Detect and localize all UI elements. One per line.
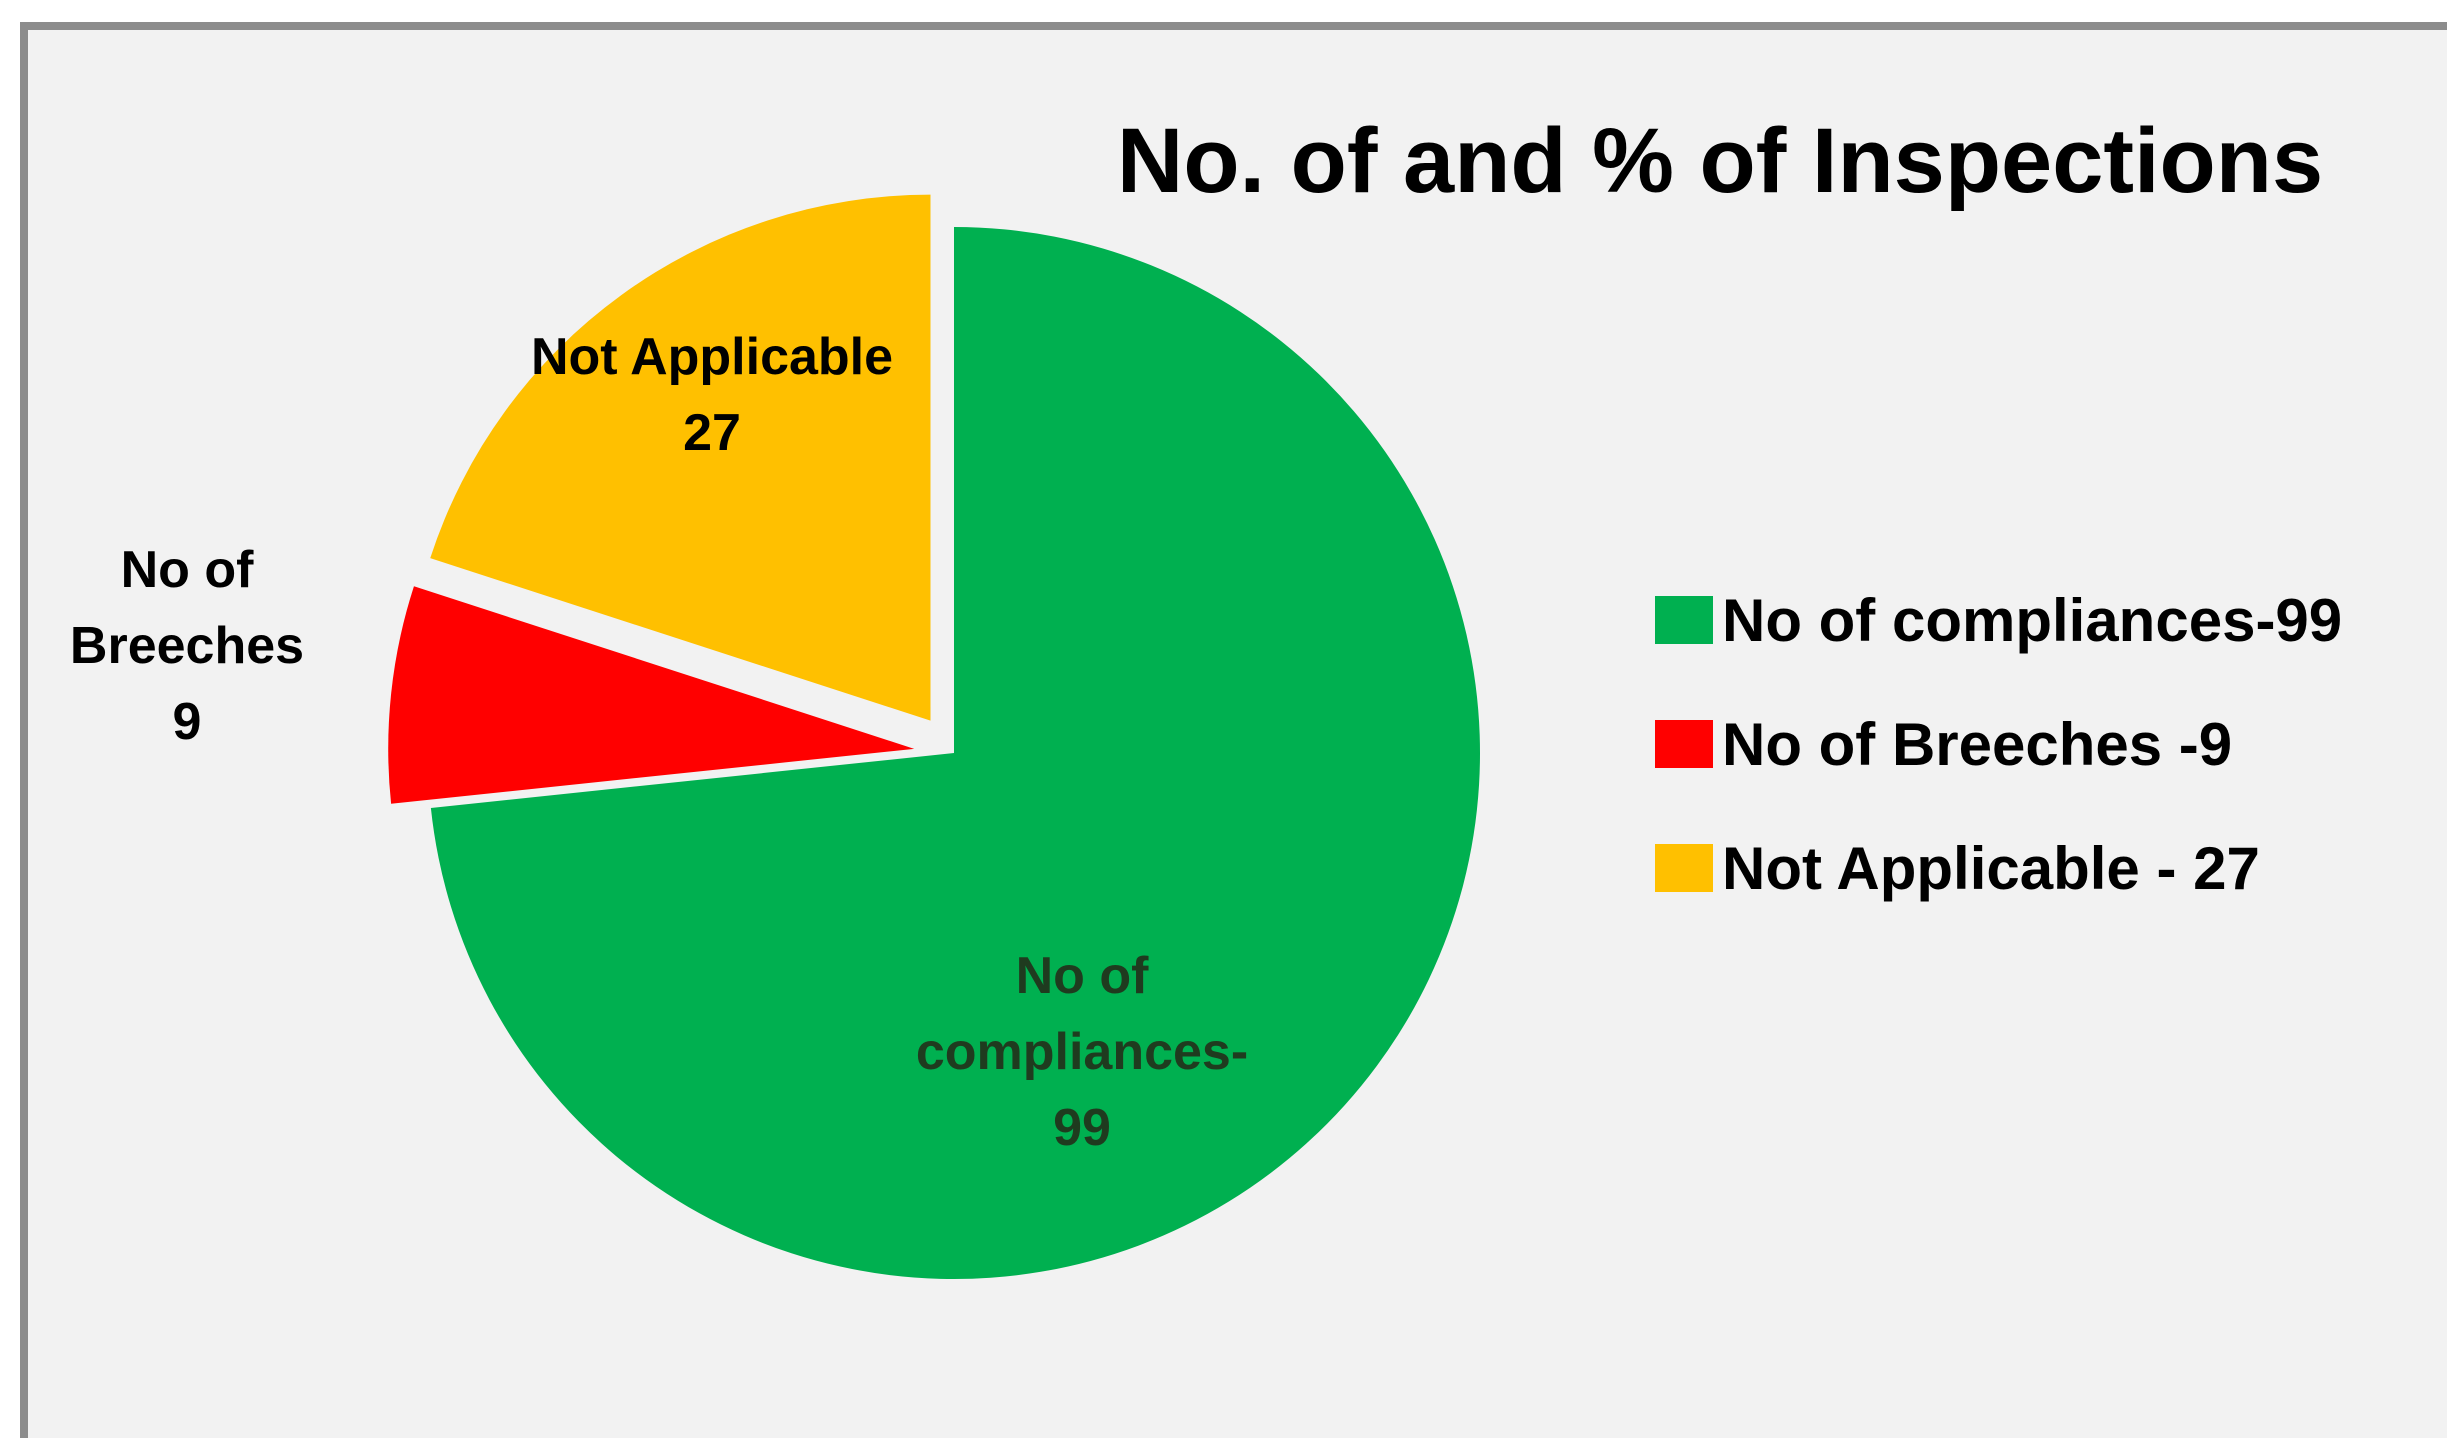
legend-swatch-2 [1655,720,1713,768]
slice-label-2: No of Breeches 9 [70,541,304,751]
slice-label-1: No of compliances-99 [916,947,1248,1157]
legend-swatch-1 [1655,596,1713,644]
legend-label-2: No of Breeches -9 [1722,711,2232,778]
slice-label-3: Not Applicable 27 [531,328,893,462]
legend-swatch-3 [1655,844,1713,892]
pie-slice-3 [430,194,931,721]
legend-label-3: Not Applicable - 27 [1722,835,2260,902]
legend: No of compliances-99 No of Breeches -9 Not… [1655,587,2342,902]
legend-label-1: No of compliances-99 [1722,587,2342,654]
chart-title: No. of and % of Inspections [1117,110,2323,212]
pie-slice-1 [430,227,1480,1279]
slice-labels: No of compliances-99 No of Breeches 9 Not App… [70,328,1248,1157]
pie-slice-2 [388,586,915,804]
pie-slices [388,194,1480,1279]
